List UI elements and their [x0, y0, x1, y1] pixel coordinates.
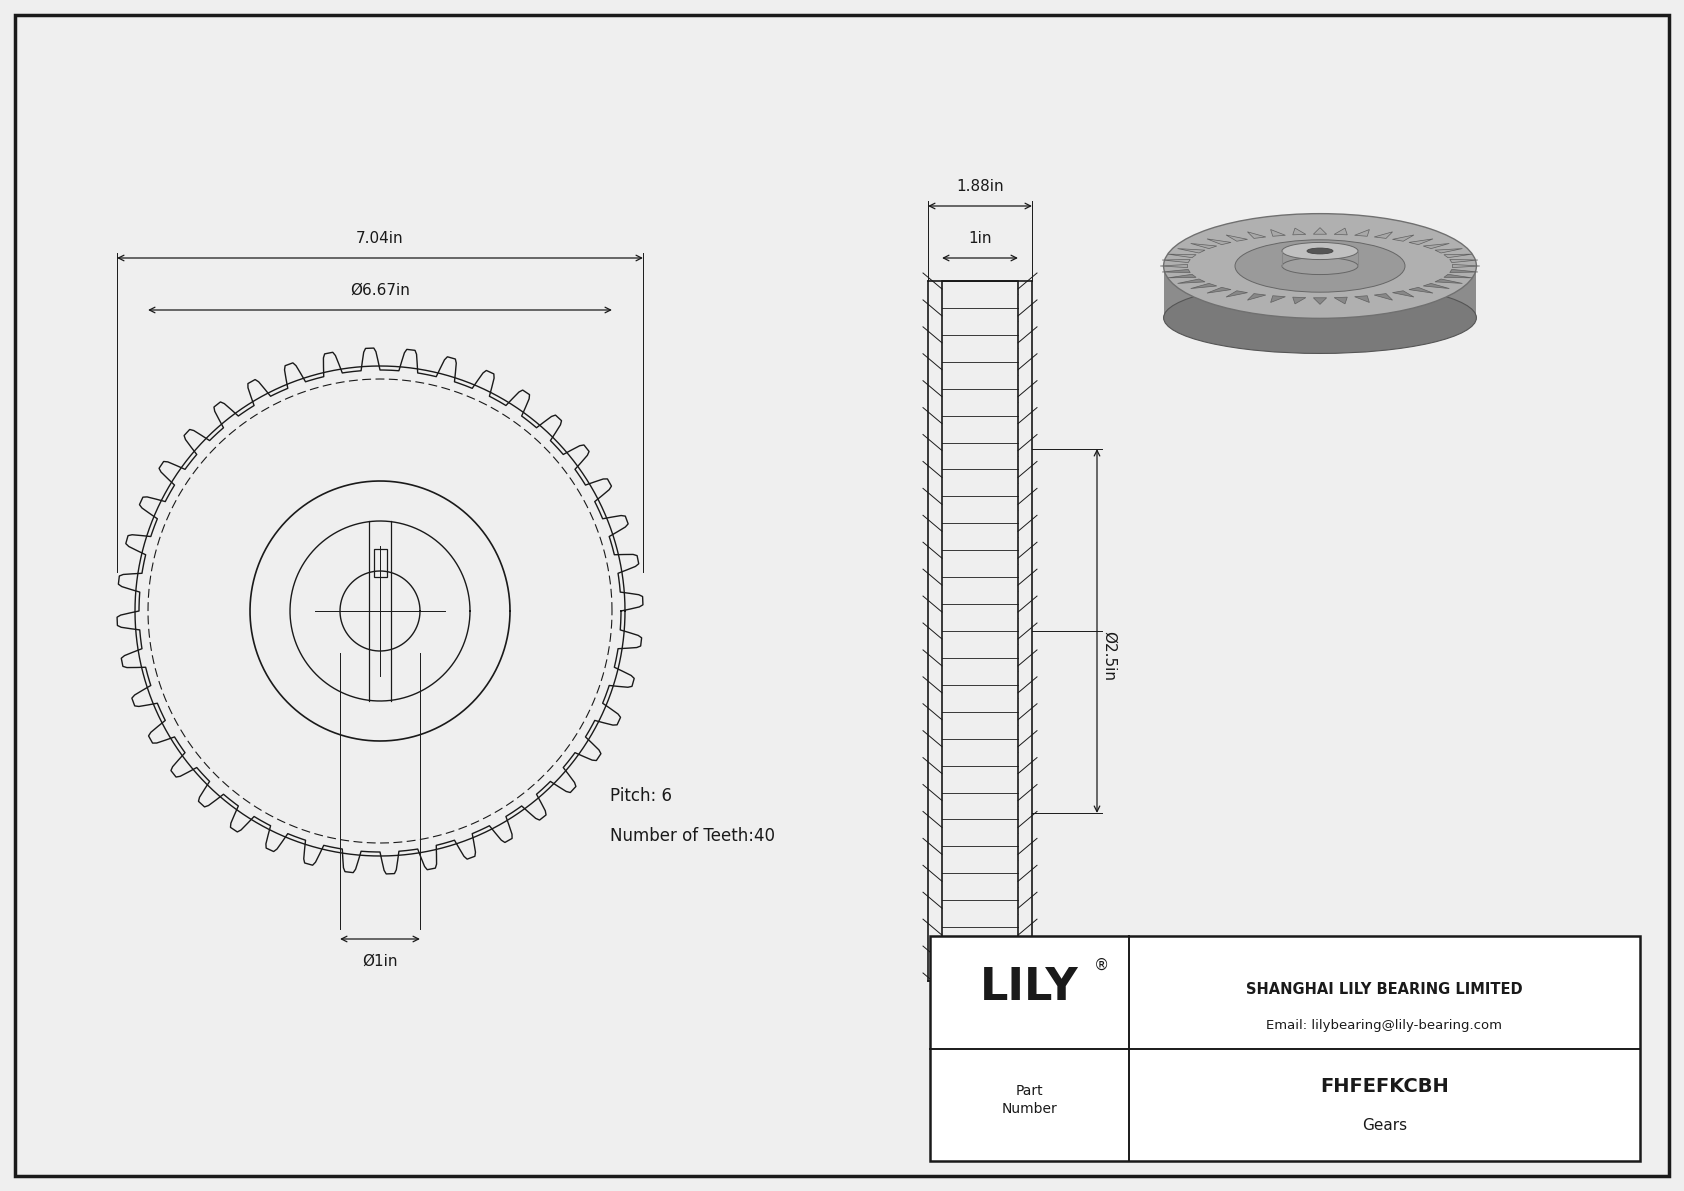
- Text: 1in: 1in: [968, 231, 992, 247]
- Ellipse shape: [1164, 213, 1477, 318]
- Ellipse shape: [1164, 282, 1477, 354]
- Polygon shape: [1177, 279, 1206, 283]
- Ellipse shape: [1282, 257, 1357, 275]
- Polygon shape: [1160, 264, 1187, 268]
- Polygon shape: [1226, 291, 1248, 297]
- Polygon shape: [1450, 260, 1479, 262]
- Polygon shape: [1393, 235, 1415, 242]
- Polygon shape: [1169, 274, 1196, 278]
- Polygon shape: [1271, 230, 1285, 236]
- Bar: [930, 936, 1640, 1161]
- Polygon shape: [1354, 230, 1369, 236]
- Text: Gears: Gears: [1362, 1117, 1406, 1133]
- Text: ®: ®: [1095, 958, 1110, 973]
- Polygon shape: [1435, 279, 1462, 283]
- Polygon shape: [1410, 287, 1433, 293]
- Text: 1.88in: 1.88in: [957, 179, 1004, 194]
- Ellipse shape: [1282, 243, 1357, 260]
- Text: Part
Number: Part Number: [1002, 1084, 1058, 1116]
- Polygon shape: [1191, 243, 1218, 249]
- Bar: [374, 549, 387, 576]
- Polygon shape: [1162, 269, 1191, 273]
- Text: Email: lilybearing@lily-bearing.com: Email: lilybearing@lily-bearing.com: [1266, 1019, 1502, 1033]
- Polygon shape: [1314, 298, 1327, 305]
- Polygon shape: [1452, 264, 1480, 268]
- Polygon shape: [1248, 294, 1266, 300]
- Polygon shape: [1435, 249, 1462, 252]
- Polygon shape: [1207, 287, 1231, 293]
- Polygon shape: [1374, 232, 1393, 238]
- Text: Pitch: 6: Pitch: 6: [610, 787, 672, 805]
- Text: SHANGHAI LILY BEARING LIMITED: SHANGHAI LILY BEARING LIMITED: [1246, 983, 1522, 998]
- Bar: [1164, 272, 1477, 318]
- Polygon shape: [1450, 269, 1479, 273]
- Text: Ø2.5in: Ø2.5in: [1101, 631, 1116, 681]
- Text: FHFEFKCBH: FHFEFKCBH: [1320, 1077, 1448, 1096]
- Polygon shape: [1271, 295, 1285, 303]
- Polygon shape: [1374, 294, 1393, 300]
- Polygon shape: [1410, 239, 1433, 244]
- Text: Ø6.67in: Ø6.67in: [350, 283, 409, 298]
- Polygon shape: [1423, 243, 1450, 249]
- Polygon shape: [1443, 254, 1472, 257]
- Polygon shape: [1314, 227, 1327, 235]
- Polygon shape: [1423, 283, 1450, 288]
- Ellipse shape: [1234, 239, 1404, 292]
- Text: LILY: LILY: [980, 966, 1079, 1009]
- Polygon shape: [1248, 232, 1266, 238]
- Polygon shape: [1443, 274, 1472, 278]
- Polygon shape: [1177, 249, 1206, 252]
- Polygon shape: [1293, 297, 1305, 304]
- Bar: [941, 281, 1019, 981]
- Text: 7.04in: 7.04in: [357, 231, 404, 247]
- Polygon shape: [1354, 295, 1369, 303]
- Polygon shape: [1207, 239, 1231, 244]
- Polygon shape: [1293, 229, 1305, 235]
- Polygon shape: [1393, 291, 1415, 297]
- Polygon shape: [1169, 254, 1196, 257]
- Polygon shape: [1191, 283, 1218, 288]
- Text: Number of Teeth:40: Number of Teeth:40: [610, 827, 775, 844]
- Polygon shape: [1226, 235, 1248, 242]
- Text: Ø1in: Ø1in: [362, 954, 397, 969]
- Polygon shape: [1334, 297, 1347, 304]
- Polygon shape: [1162, 260, 1191, 262]
- Ellipse shape: [1307, 248, 1334, 254]
- Polygon shape: [1334, 229, 1347, 235]
